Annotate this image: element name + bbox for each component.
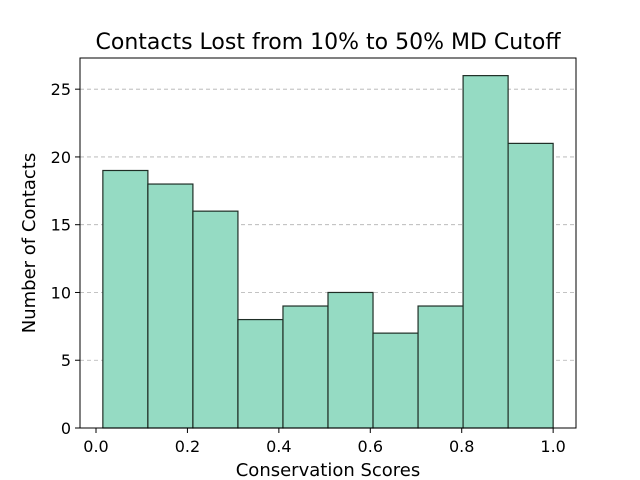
bar-2 (147, 183, 194, 429)
plot-frame (79, 57, 577, 429)
y-tick-label-5: 25 (51, 80, 71, 99)
bar-4 (237, 318, 284, 429)
y-tick-label-3: 15 (51, 216, 71, 235)
x-tick-label-2: 0.4 (266, 437, 291, 456)
x-tick-label-4: 0.8 (449, 437, 474, 456)
bar-1 (102, 169, 149, 429)
bar-9 (462, 75, 509, 429)
x-tick-label-0: 0.0 (83, 437, 108, 456)
bar-5 (282, 305, 329, 429)
x-tick-label-5: 1.0 (540, 437, 565, 456)
bars (102, 75, 554, 429)
bar-8 (417, 305, 464, 429)
y-tick-label-2: 10 (51, 283, 71, 302)
x-axis-ticks: 0.0 0.2 0.4 0.6 0.8 1.0 (83, 428, 566, 456)
y-axis-label: Number of Contacts (19, 153, 40, 334)
y-axis-ticks: 0 5 10 15 20 25 (51, 80, 80, 438)
y-tick-label-0: 0 (61, 419, 71, 438)
bar-3 (192, 210, 239, 429)
x-tick-label-3: 0.6 (358, 437, 383, 456)
y-tick-label-4: 20 (51, 148, 71, 167)
chart-title: Contacts Lost from 10% to 50% MD Cutoff (96, 30, 562, 55)
x-axis-label: Conservation Scores (236, 460, 421, 480)
x-tick-label-1: 0.2 (175, 437, 200, 456)
bar-6 (327, 291, 374, 429)
y-tick-label-1: 5 (61, 351, 71, 370)
bar-10 (507, 142, 554, 429)
bar-7 (372, 332, 419, 429)
